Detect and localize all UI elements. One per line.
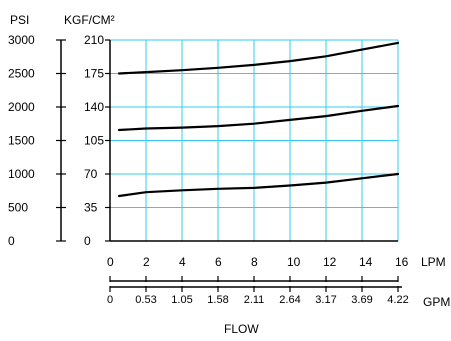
gpm-tick-label: 3.17 (315, 294, 336, 306)
grid-lines (110, 39, 399, 241)
gpm-tick-label: 0 (107, 294, 113, 306)
lpm-tick-label: 10 (287, 255, 301, 269)
y-unit-psi: PSI (10, 13, 29, 27)
series-line-1 (117, 41, 400, 75)
psi-tick-label: 0 (8, 234, 15, 248)
gpm-tick-label: 0.53 (135, 294, 156, 306)
psi-tick-label: 500 (8, 201, 28, 215)
psi-tick-label: 2500 (8, 67, 35, 81)
psi-tick-label: 3000 (8, 33, 35, 47)
gpm-tick-label: 2.64 (279, 294, 300, 306)
lpm-tick-label: 8 (251, 255, 258, 269)
lpm-tick-label: 2 (143, 255, 150, 269)
lpm-tick-label: 16 (395, 255, 409, 269)
series-line-2 (117, 104, 400, 132)
kgf-tick-label: 70 (84, 167, 98, 181)
axes (56, 39, 402, 292)
series-line-3 (117, 172, 400, 198)
gpm-tick-label: 3.69 (351, 294, 372, 306)
kgf-tick-label: 0 (84, 234, 91, 248)
psi-tick-label: 1500 (8, 134, 35, 148)
x-axis-title: FLOW (224, 322, 259, 336)
lpm-tick-label: 0 (107, 255, 114, 269)
lpm-tick-label: 4 (179, 255, 186, 269)
kgf-tick-label: 175 (84, 67, 104, 81)
lpm-tick-label: 14 (359, 255, 373, 269)
x-unit-lpm: LPM (421, 255, 446, 269)
gpm-tick-label: 1.58 (207, 294, 228, 306)
y-unit-kgf: KGF/CM² (64, 13, 115, 27)
psi-tick-label: 1000 (8, 167, 35, 181)
kgf-tick-label: 105 (84, 134, 104, 148)
gpm-tick-label: 1.05 (171, 294, 192, 306)
kgf-tick-label: 210 (84, 33, 104, 47)
psi-tick-label: 2000 (8, 100, 35, 114)
kgf-tick-label: 140 (84, 100, 104, 114)
kgf-tick-label: 35 (84, 201, 98, 215)
lpm-tick-label: 12 (323, 255, 337, 269)
lpm-tick-label: 6 (215, 255, 222, 269)
x-unit-gpm: GPM (423, 295, 450, 309)
gpm-tick-label: 2.11 (244, 294, 265, 306)
gpm-tick-label: 4.22 (387, 294, 408, 306)
series-lines (117, 41, 400, 198)
